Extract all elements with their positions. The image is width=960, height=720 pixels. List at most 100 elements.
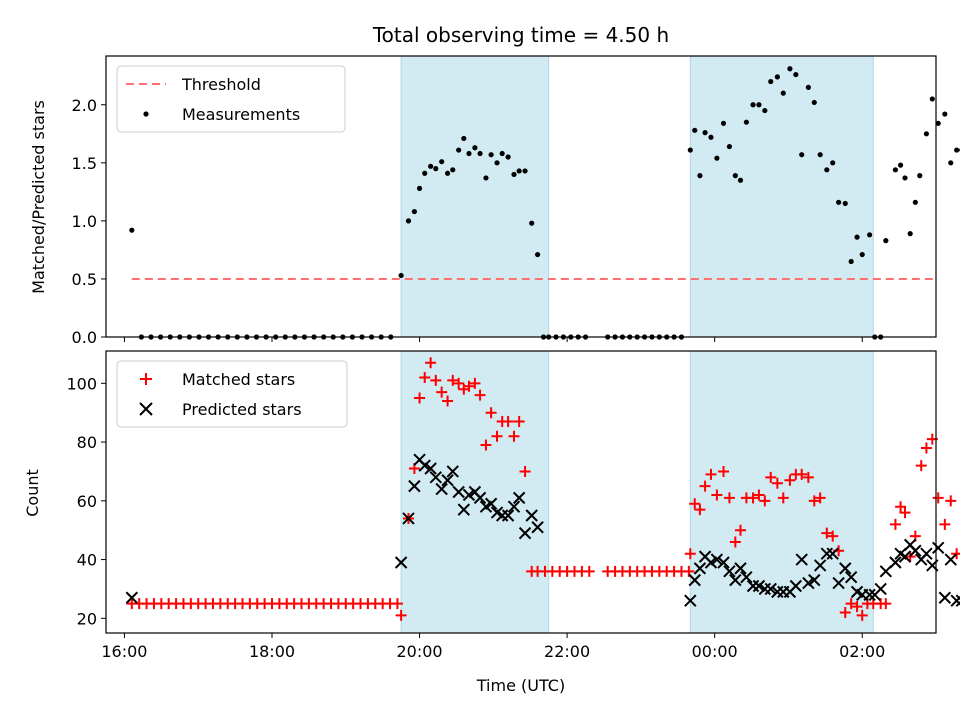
ratio-legend: Threshold Measurements <box>116 65 346 133</box>
measurement-point <box>824 167 830 173</box>
predicted-star-point <box>507 500 521 513</box>
predicted-star-point <box>424 462 437 475</box>
predicted-star-point <box>704 556 718 569</box>
matched-star-point <box>889 518 901 530</box>
matched-star-point <box>747 492 759 504</box>
measurement-point <box>787 66 793 72</box>
predicted-star-point <box>723 565 736 578</box>
matched-star-point <box>777 492 789 504</box>
predicted-star-point <box>879 565 893 578</box>
legend-threshold-label: Threshold <box>181 75 261 94</box>
measurement-point <box>483 175 489 181</box>
matched-star-point <box>425 357 437 369</box>
legend-predicted-swatch <box>139 402 153 416</box>
measurement-point <box>687 147 693 153</box>
measurement-point <box>907 231 913 237</box>
measurement-point <box>912 199 918 205</box>
predicted-star-point <box>758 582 772 596</box>
matched-star-point <box>734 524 746 536</box>
measurement-point <box>488 152 494 158</box>
legend-predicted-label: Predicted stars <box>182 400 302 419</box>
observing-window-span <box>400 55 550 338</box>
matched-star-point <box>453 377 465 389</box>
y-tick-label: 100 <box>66 374 97 393</box>
matched-star-point <box>513 416 525 427</box>
predicted-star-point <box>909 544 922 557</box>
measurement-point <box>708 134 714 140</box>
predicted-star-point <box>746 579 760 593</box>
x-tick-label: 16:00 <box>101 642 147 661</box>
predicted-star-point <box>473 491 487 505</box>
observing-window-span <box>689 55 874 338</box>
matched-star-point <box>845 598 857 610</box>
measurement-point <box>461 135 467 142</box>
y-tick-label: 0.0 <box>72 328 97 347</box>
measurement-point <box>954 147 960 153</box>
measurement-point <box>817 152 823 158</box>
y-tick-label: 0.5 <box>72 270 97 289</box>
predicted-star-point <box>717 556 730 569</box>
measurement-point <box>494 160 500 166</box>
measurement-point <box>422 170 428 176</box>
matched-star-point <box>765 471 777 483</box>
matched-star-point <box>519 465 531 477</box>
legend-measurements-label: Measurements <box>182 105 300 124</box>
measurement-point <box>892 167 899 173</box>
predicted-star-point <box>394 556 408 569</box>
x-tick-label: 22:00 <box>544 642 590 661</box>
y-tick-label: 40 <box>77 551 97 570</box>
matched-star-point <box>583 565 595 577</box>
predicted-star-point <box>938 591 952 604</box>
measurement-point <box>522 168 528 174</box>
matched-star-point <box>814 492 826 504</box>
measurement-point <box>750 102 756 108</box>
predicted-star-point <box>771 585 784 599</box>
measurement-point <box>697 172 703 179</box>
matched-star-point <box>705 468 717 480</box>
measurement-point <box>129 227 135 233</box>
predicted-star-point <box>429 471 442 484</box>
measurement-point <box>836 199 842 205</box>
measurement-point <box>859 251 865 258</box>
measurement-point <box>774 74 780 80</box>
y-tick-label: 80 <box>77 433 97 452</box>
matched-star-point <box>759 495 771 507</box>
predicted-star-point <box>688 573 701 587</box>
matched-star-point <box>508 430 520 442</box>
predicted-star-point <box>932 541 945 555</box>
matched-star-point <box>771 477 783 489</box>
measurement-point <box>416 185 423 191</box>
matched-star-point <box>802 471 814 483</box>
predicted-star-point <box>418 459 431 472</box>
measurement-point <box>902 175 908 181</box>
predicted-star-point <box>495 509 509 522</box>
predicted-star-point <box>844 570 858 584</box>
predicted-star-point <box>789 579 803 593</box>
matched-star-point <box>502 416 514 427</box>
measurement-point <box>702 130 708 136</box>
measurement-point <box>535 251 541 258</box>
predicted-star-point <box>125 591 139 604</box>
predicted-star-point <box>808 573 821 587</box>
predicted-star-point <box>863 588 876 602</box>
matched-star-point <box>939 518 951 530</box>
measurement-point <box>511 171 517 178</box>
chart-title: Total observing time = 4.50 h <box>372 23 669 47</box>
predicted-star-point <box>826 547 839 560</box>
measurement-point <box>811 99 817 106</box>
matched-star-point <box>839 606 851 618</box>
measurement-point <box>477 150 483 157</box>
measurement-point <box>439 159 445 165</box>
matched-star-point <box>827 530 839 542</box>
count-y-axis-label: Count <box>23 469 42 517</box>
matched-star-point <box>904 551 916 563</box>
predicted-star-point <box>832 576 845 590</box>
matched-star-point <box>920 442 932 454</box>
predicted-star-point <box>710 553 724 566</box>
matched-star-point <box>447 374 459 386</box>
matched-star-point <box>474 389 486 401</box>
measurement-point <box>516 168 522 174</box>
measurement-point <box>398 272 404 279</box>
predicted-star-point <box>452 485 465 499</box>
count-panel: 16:00 18:00 20:00 22:00 00:00 02:00 20 40 60 80 10… <box>23 350 960 695</box>
